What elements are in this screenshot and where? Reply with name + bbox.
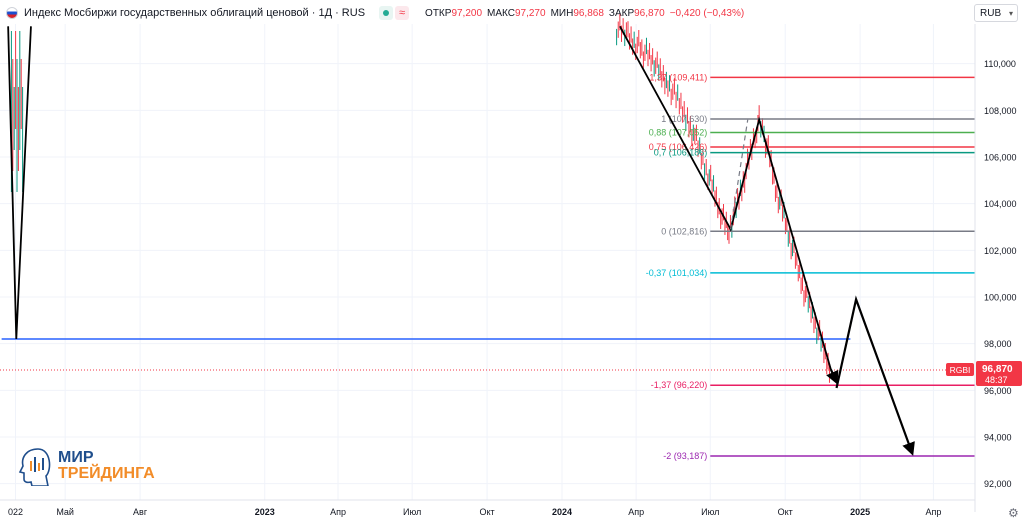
time-tick-label: Июл: [701, 507, 719, 517]
time-tick-label: Окт: [778, 507, 793, 517]
candles-layer: [10, 14, 830, 383]
ohlc-close: ЗАКР96,870: [608, 7, 665, 19]
fib-level-label: 1 (107,630): [661, 114, 707, 124]
fib-level-label: 1,37 (109,411): [649, 72, 707, 82]
time-tick-label: Июл: [403, 507, 421, 517]
ohlc-high: МАКС97,270: [487, 7, 546, 19]
fib-extension-layer: 1,37 (109,411)1 (107,630)0,88 (107,052)0…: [646, 72, 975, 461]
price-tick-label: 104,000: [984, 199, 1017, 209]
time-tick-label: Окт: [480, 507, 495, 517]
ohlc-values: ОТКР97,200 МАКС97,270 МИН96,868 ЗАКР96,8…: [425, 8, 744, 19]
time-tick-label: 2023: [255, 507, 275, 517]
time-tick-label: 2024: [552, 507, 572, 517]
price-tick-label: 92,000: [984, 479, 1012, 489]
dashed-wave-line: [730, 119, 749, 230]
price-tick-label: 96,000: [984, 386, 1012, 396]
symbol-tag-bg: [946, 363, 974, 377]
projection-arrow: [835, 295, 915, 456]
price-tick-label: 110,000: [984, 59, 1016, 69]
wave-line: [619, 25, 832, 370]
head-profile-icon: [18, 448, 51, 486]
wave-lines-layer: [7, 25, 832, 370]
time-tick-label: 022: [8, 507, 23, 517]
brand-logo: МИР ТРЕЙДИНГА: [18, 446, 155, 486]
ohlc-open: ОТКР97,200: [425, 7, 483, 19]
price-tick-label: 94,000: [984, 433, 1012, 443]
chart-header: Индекс Мосбиржи государственных облигаци…: [0, 2, 960, 24]
fib-level-label: -1,37 (96,220): [651, 380, 708, 390]
horizontal-line-layer: [0, 338, 975, 371]
fib-level-label: 0,7 (106,186): [654, 148, 708, 158]
russia-flag-icon: [6, 7, 18, 19]
price-tag-countdown: 48:37: [985, 375, 1008, 385]
price-tag-value: 96,870: [982, 364, 1013, 375]
logo-line-2: ТРЕЙДИНГА: [58, 465, 155, 482]
time-tick-label: Апр: [628, 507, 644, 517]
ohlc-low: МИН96,868: [550, 7, 604, 19]
market-status-icon[interactable]: [379, 6, 394, 20]
status-pills: ≈: [379, 6, 410, 20]
grid-lines: [0, 24, 975, 500]
logo-line-1: МИР: [58, 449, 94, 466]
gear-icon[interactable]: ⚙: [1008, 506, 1019, 520]
price-tick-label: 102,000: [984, 246, 1017, 256]
wave-line: [7, 26, 32, 340]
fib-level-label: -2 (93,187): [663, 451, 707, 461]
time-axis[interactable]: 022 Май Авг 2023 Апр Июл Окт 2024 Апр Июл Окт 2025 А…: [0, 499, 975, 517]
price-axis[interactable]: 92,000 94,000 96,000 98,000 100,000 102,000 10…: [974, 24, 1017, 512]
fib-level-label: -0,37 (101,034): [646, 268, 708, 278]
price-tick-label: 108,000: [984, 106, 1017, 116]
time-tick-label: Апр: [926, 507, 942, 517]
ohlc-change: −0,420 (−0,43%): [669, 7, 745, 19]
symbol-tag-label: RGBI: [950, 365, 971, 375]
currency-select[interactable]: RUB ▾: [974, 4, 1018, 22]
price-tick-label: 106,000: [984, 153, 1017, 163]
chart-title[interactable]: Индекс Мосбиржи государственных облигаци…: [24, 7, 366, 19]
equals-icon[interactable]: ≈: [395, 6, 410, 20]
chevron-down-icon: ▾: [1008, 8, 1013, 18]
time-tick-label: Май: [56, 507, 74, 517]
price-tag-bg: [976, 361, 1022, 387]
projection-arrows-layer: [826, 295, 915, 456]
fib-level-label: 0,75 (106,426): [649, 142, 708, 152]
fib-level-label: 0 (102,816): [661, 226, 707, 236]
time-tick-label: Апр: [330, 507, 346, 517]
currency-label: RUB: [980, 7, 1002, 19]
time-tick-label: 2025: [850, 507, 870, 517]
projection-arrow: [826, 368, 839, 385]
price-tick-label: 100,000: [984, 293, 1017, 303]
time-tick-label: Авг: [133, 507, 148, 517]
price-tick-label: 98,000: [984, 339, 1012, 349]
